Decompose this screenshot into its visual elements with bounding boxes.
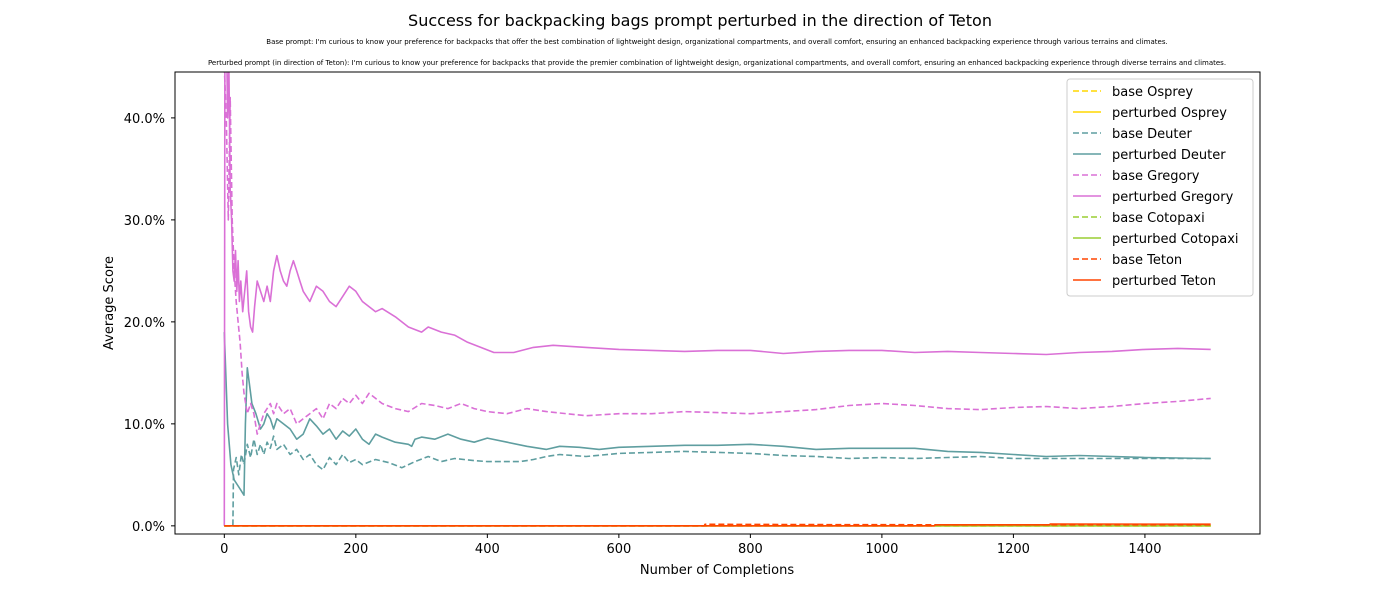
y-tick-label: 30.0% (124, 214, 165, 229)
legend-label: base Gregory (1112, 169, 1200, 184)
y-tick-label: 40.0% (124, 112, 165, 127)
chart-title: Success for backpacking bags prompt pert… (408, 11, 992, 30)
legend-label: perturbed Cotopaxi (1112, 232, 1239, 247)
series-line-base-gregory (223, 72, 1211, 435)
series-layer (223, 72, 1211, 527)
legend: base Osprey perturbed Osprey base Deuter pe… (1066, 78, 1254, 297)
legend-label: perturbed Teton (1112, 274, 1216, 289)
legend-label: base Teton (1112, 253, 1182, 268)
x-tick-label: 200 (343, 542, 368, 557)
legend-box (1066, 78, 1254, 297)
x-tick-label: 800 (738, 542, 763, 557)
legend-label: perturbed Deuter (1112, 148, 1226, 163)
legend-label: base Cotopaxi (1112, 211, 1205, 226)
y-tick-label: 0.0% (132, 520, 165, 535)
x-tick-label: 1000 (865, 542, 898, 557)
x-axis: 0 200 400 600 800 1000 1200 1400 (220, 534, 1161, 557)
x-tick-label: 1200 (997, 542, 1030, 557)
plot-frame (174, 71, 1261, 535)
x-tick-label: 600 (606, 542, 631, 557)
x-tick-label: 400 (475, 542, 500, 557)
series-line-perturbed-deuter (223, 332, 1211, 496)
y-axis: 0.0% 10.0% 20.0% 30.0% 40.0% (124, 112, 175, 535)
legend-label: base Deuter (1112, 127, 1192, 142)
x-tick-label: 1400 (1128, 542, 1161, 557)
series-line-base-deuter (224, 435, 1211, 527)
series-line-perturbed-teton (224, 523, 1211, 527)
y-tick-label: 20.0% (124, 316, 165, 331)
y-tick-label: 10.0% (124, 418, 165, 433)
legend-label: base Osprey (1112, 85, 1193, 100)
chart-subtitle-perturbed: Perturbed prompt (in direction of Teton)… (208, 59, 1226, 67)
chart-subtitle-base: Base prompt: I'm curious to know your pr… (266, 38, 1167, 46)
x-axis-label: Number of Completions (640, 563, 794, 578)
x-tick-label: 0 (220, 542, 228, 557)
legend-label: perturbed Gregory (1112, 190, 1234, 205)
y-axis-label: Average Score (102, 256, 117, 350)
series-line-perturbed-gregory (223, 72, 1211, 526)
legend-label: perturbed Osprey (1112, 106, 1227, 121)
